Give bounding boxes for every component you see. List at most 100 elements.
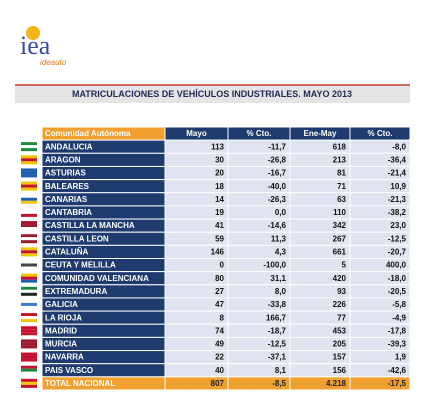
flag <box>21 313 37 317</box>
cell-text: Ene-May <box>304 129 337 138</box>
cell-text: 156 <box>333 366 347 375</box>
flag <box>21 174 37 178</box>
cell-text: 342 <box>333 221 347 230</box>
cell-text: 11,3 <box>271 234 287 243</box>
logo: iea ideauto <box>20 26 67 67</box>
flag <box>21 289 37 293</box>
flag <box>21 368 37 372</box>
flag <box>21 247 37 251</box>
cell-text: -38,2 <box>388 208 407 217</box>
cell-text: 0,0 <box>275 208 287 217</box>
cell-text: PAIS VASCO <box>45 366 93 375</box>
flag <box>21 352 37 356</box>
cell-text: 807 <box>211 379 225 388</box>
cell-text: 661 <box>333 248 347 257</box>
cell-text: ASTURIAS <box>45 169 87 178</box>
cell-text: 18 <box>215 182 224 191</box>
cell-text: -20,5 <box>388 287 407 296</box>
logo-subtext: ideauto <box>40 58 67 67</box>
flag <box>21 207 37 211</box>
flag <box>21 168 37 172</box>
cell-text: -42,6 <box>388 366 407 375</box>
cell-text: 77 <box>337 313 346 322</box>
cell-text: 453 <box>333 326 347 335</box>
flag <box>21 326 37 330</box>
cell-text: 22 <box>215 353 224 362</box>
cell-text: 40 <box>215 366 224 375</box>
cell-text: % Cto. <box>247 129 272 138</box>
cell-text: 8 <box>220 313 225 322</box>
flag <box>21 279 37 283</box>
cell-text: 267 <box>333 234 347 243</box>
cell-text: -18,7 <box>268 326 287 335</box>
cell-text: -8,0 <box>392 142 406 151</box>
cell-text: 81 <box>337 169 346 178</box>
table: Comunidad Autónoma Mayo % Cto. Ene-May % Cto… <box>21 126 411 391</box>
cell-text: -16,7 <box>268 169 287 178</box>
cell-text: -26,3 <box>268 195 287 204</box>
cell-text: -37,1 <box>268 353 287 362</box>
cell-text: 27 <box>215 287 224 296</box>
table-cell <box>349 376 411 391</box>
flag <box>21 378 37 382</box>
cell-text: -17,5 <box>388 379 407 388</box>
flag <box>21 145 37 149</box>
cell-text: BALEARES <box>45 182 90 191</box>
cell-text: 1,9 <box>395 353 407 362</box>
flag <box>21 345 37 349</box>
cell-text: GALICIA <box>45 300 78 309</box>
cell-text: % Cto. <box>368 129 393 138</box>
cell-text: -40,0 <box>268 182 287 191</box>
cell-text: 166,7 <box>266 313 287 322</box>
flag <box>21 305 37 309</box>
cell-text: -20,7 <box>388 248 407 257</box>
cell-text: 30 <box>215 155 224 164</box>
flag <box>21 221 37 225</box>
cell-text: 71 <box>337 182 346 191</box>
cell-text: 20 <box>215 169 224 178</box>
flag <box>21 240 37 244</box>
cell-text: -4,9 <box>392 313 406 322</box>
cell-text: 19 <box>215 208 224 217</box>
cell-text: -17,8 <box>388 326 407 335</box>
cell-text: 8,0 <box>275 287 287 296</box>
flag <box>21 148 37 152</box>
cell-text: 93 <box>337 287 346 296</box>
flag <box>21 371 37 375</box>
cell-text: 146 <box>211 248 225 257</box>
flag <box>21 181 37 185</box>
flag <box>21 273 37 277</box>
cell-text: CEUTA Y MELILLA <box>45 261 116 270</box>
flag <box>21 155 37 159</box>
cell-text: COMUNIDAD VALENCIANA <box>45 274 149 283</box>
cell-text: MURCIA <box>45 340 77 349</box>
cell-text: 0 <box>220 261 225 270</box>
cell-text: MADRID <box>45 326 77 335</box>
cell-text: -12,5 <box>388 234 407 243</box>
cell-text: -5,8 <box>392 300 406 309</box>
cell-text: -100,0 <box>263 261 286 270</box>
flag <box>21 355 37 359</box>
cell-text: 80 <box>215 274 224 283</box>
cell-text: 400,0 <box>386 261 407 270</box>
title: MATRICULACIONES DE VEHÍCULOS INDUSTRIALE… <box>72 89 352 99</box>
cell-text: -36,4 <box>388 155 407 164</box>
cell-text: Comunidad Autónoma <box>45 129 131 138</box>
flag <box>21 302 37 306</box>
flag <box>21 299 37 303</box>
flag <box>21 339 37 343</box>
cell-text: 205 <box>333 340 347 349</box>
logo-sun <box>26 26 40 40</box>
logo-text: iea <box>20 31 51 60</box>
cell-text: ANDALUCIA <box>45 142 93 151</box>
flag <box>21 260 37 264</box>
flag <box>21 250 37 254</box>
cell-text: 59 <box>215 234 224 243</box>
flag <box>21 184 37 188</box>
flag <box>21 266 37 270</box>
flag <box>21 237 37 241</box>
cell-text: 41 <box>215 221 224 230</box>
cell-text: -26,8 <box>268 155 287 164</box>
cell-text: 47 <box>215 300 224 309</box>
